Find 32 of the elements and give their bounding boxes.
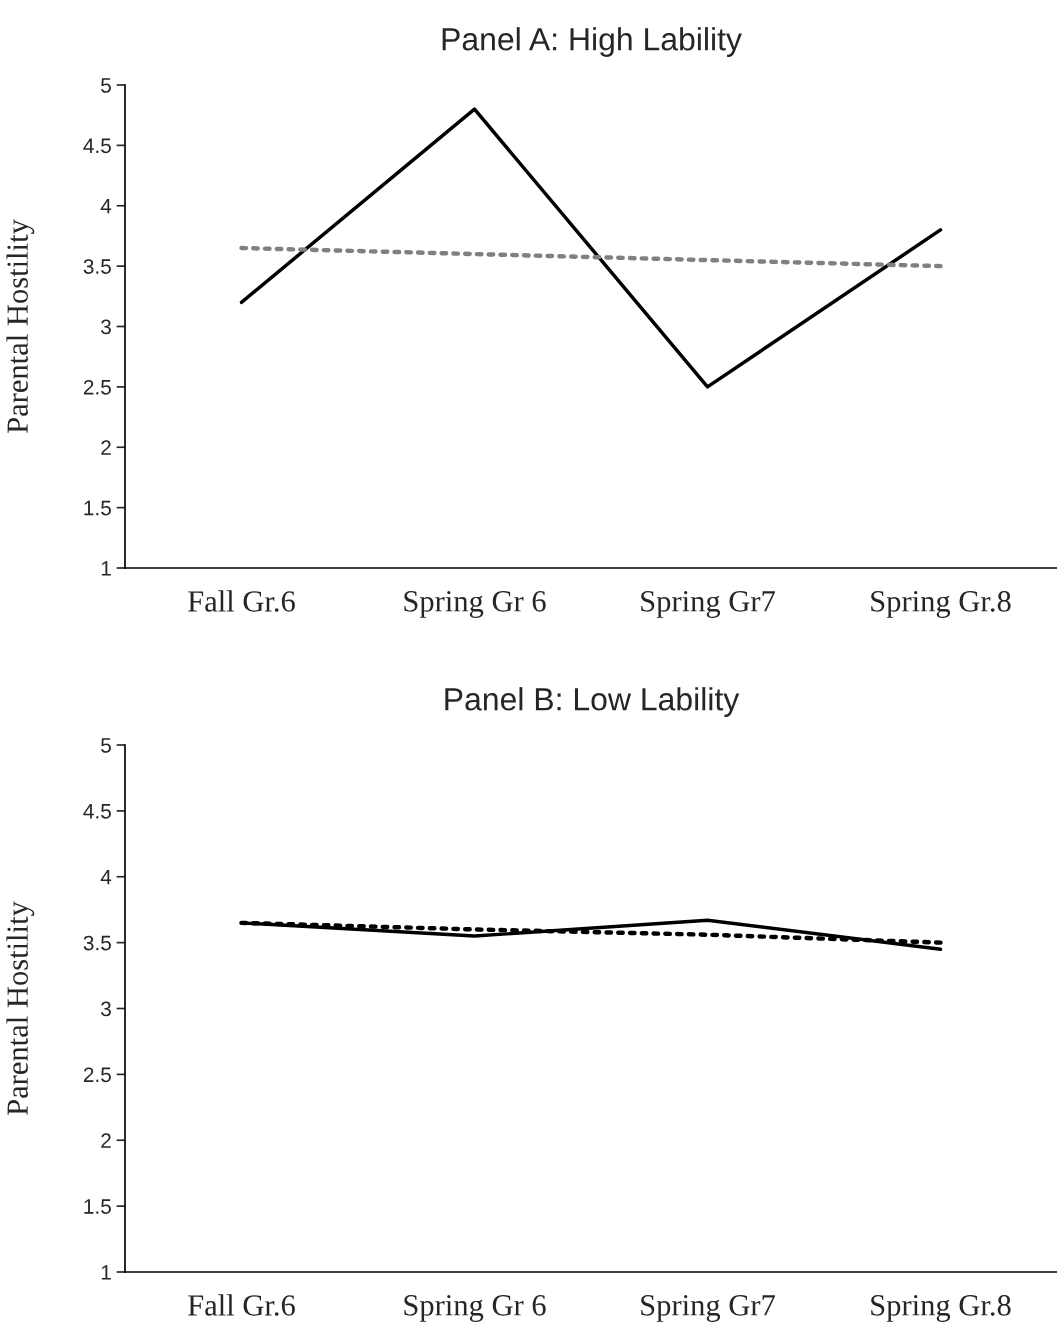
y-tick-label: 3: [101, 319, 111, 335]
line-series: [239, 245, 943, 269]
x-tick-label: Spring Gr.8: [871, 591, 1011, 618]
y-tick-label: 4: [100, 869, 112, 885]
y-tick-label: 3.5: [83, 935, 111, 951]
chart-title: Panel B: Low Lability: [445, 687, 740, 717]
line-series: [239, 107, 943, 389]
y-axis-title: Parental Hostility: [6, 219, 35, 433]
y-tick-label: 5: [101, 78, 111, 93]
y-tick-label: 3: [101, 1001, 111, 1017]
y-tick-label: 4.5: [83, 804, 111, 819]
x-tick-label: Spring Gr7: [641, 591, 775, 618]
y-tick-label: 1.5: [84, 1199, 111, 1214]
y-tick-label: 2: [101, 440, 111, 455]
x-tick-label: Fall Gr.6: [188, 1294, 295, 1316]
y-tick-label: 5: [101, 738, 111, 753]
x-tick-label: Spring Gr.8: [871, 1295, 1011, 1322]
x-tick-label: Fall Gr.6: [188, 590, 295, 612]
y-tick-label: 1: [101, 561, 111, 576]
x-tick-label: Spring Gr 6: [404, 591, 546, 618]
y-tick-label: 2: [101, 1133, 111, 1148]
y-tick-label: 1.5: [84, 500, 111, 516]
x-tick-label: Spring Gr 6: [404, 1295, 546, 1322]
y-tick-label: 3.5: [83, 259, 111, 274]
y-tick-label: 1: [101, 1265, 111, 1280]
x-tick-label: Spring Gr7: [641, 1295, 775, 1322]
y-tick-label: 4.5: [83, 138, 111, 154]
y-tick-label: 4: [100, 198, 112, 214]
y-tick-label: 2.5: [83, 379, 111, 395]
y-tick-label: 2.5: [83, 1067, 111, 1083]
y-axis-title: Parental Hostility: [6, 901, 35, 1115]
chart-title: Panel A: High Lability: [442, 27, 742, 57]
